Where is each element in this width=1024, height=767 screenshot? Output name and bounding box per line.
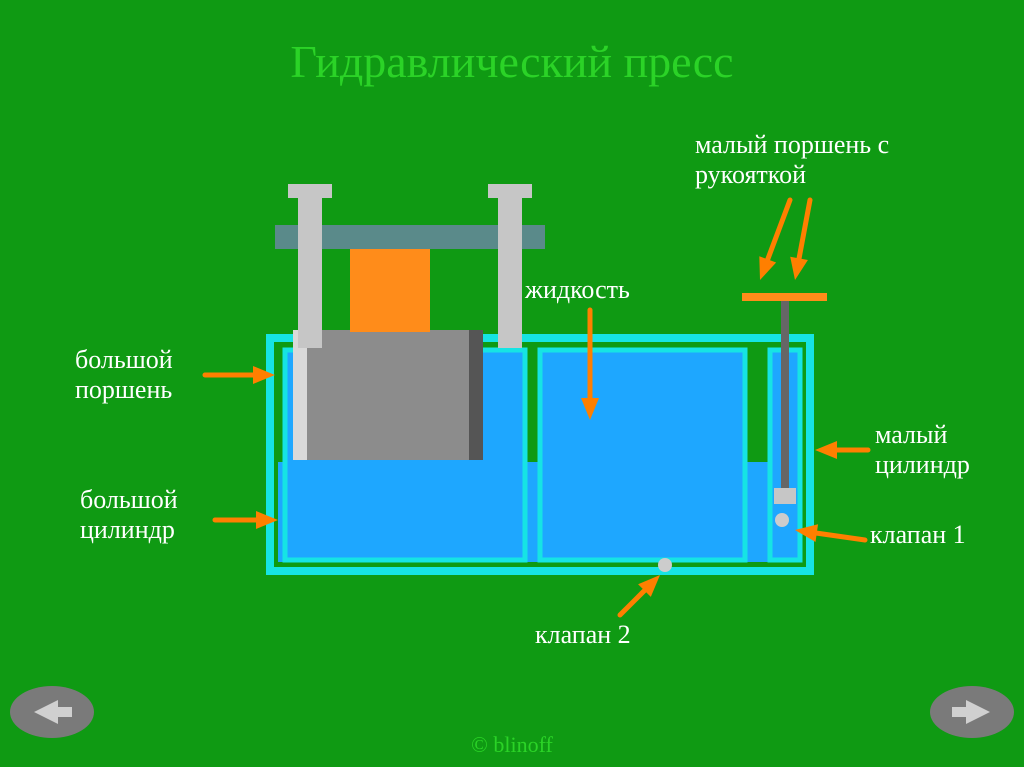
label-big-piston: большой поршень [75, 345, 173, 405]
nav-back-button[interactable] [10, 686, 94, 738]
arrow-small_piston_a [768, 200, 790, 259]
label-valve-1: клапан 1 [870, 520, 966, 550]
valve-2 [658, 558, 672, 572]
footer-credit: © blinoff [0, 732, 1024, 757]
label-liquid: жидкость [525, 275, 630, 305]
small-piston-rod [781, 300, 789, 490]
arrow-valve2 [620, 591, 644, 615]
mid-chamber [540, 350, 745, 560]
nav-forward-button[interactable] [930, 686, 1014, 738]
label-small-cylinder: малый цилиндр [875, 420, 970, 480]
valve-1 [775, 513, 789, 527]
orange-piston [350, 240, 430, 332]
label-big-cylinder: большой цилиндр [80, 485, 178, 545]
page-title: Гидравлический пресс [0, 36, 1024, 89]
label-valve-2: клапан 2 [535, 620, 631, 650]
small-piston-head [774, 488, 796, 504]
label-small-piston: малый поршень с рукояткой [695, 130, 889, 190]
handle [742, 293, 827, 301]
arrow-valve1 [817, 533, 865, 540]
arrow-small_piston_b [799, 200, 810, 258]
big-piston [293, 330, 483, 460]
frame-bolt [298, 188, 322, 348]
frame-bolt [498, 188, 522, 348]
